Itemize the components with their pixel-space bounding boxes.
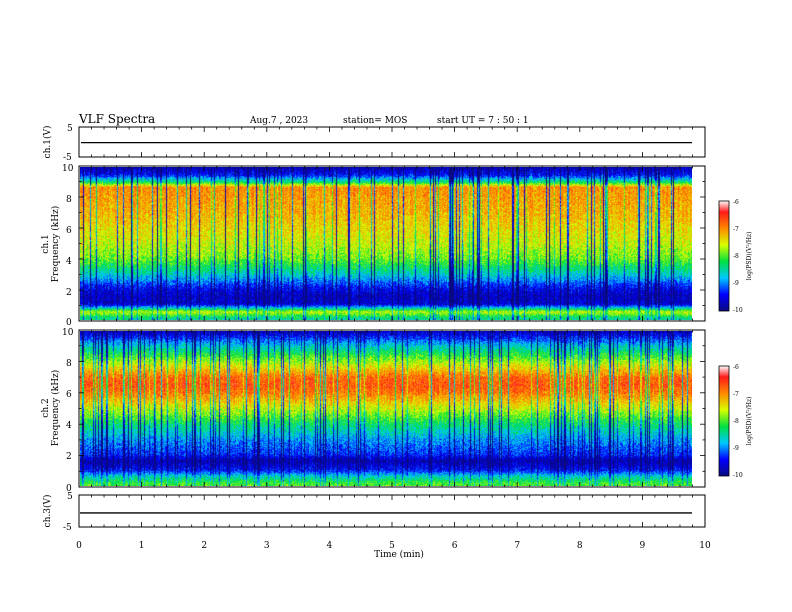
header-date: Aug.7 , 2023: [249, 116, 308, 126]
ch1-freq-tick-4: 4: [66, 257, 72, 267]
ch1-ylabel: ch.1(V): [42, 126, 53, 159]
ch2-spectrogram-panel: 0 2 4 6 8 10 ch.2 Frequency (kHz) -6 -7 …: [41, 328, 753, 494]
ch1-spectrogram-ylabel-2: Frequency (kHz): [50, 206, 61, 283]
ch2-spectrogram-ylabel-2: Frequency (kHz): [50, 370, 61, 447]
ch1-cb-tick-m9: -9: [733, 280, 739, 287]
ch2-colorbar-label: log(PSD)(V²/Hz): [746, 397, 753, 446]
ch2-cb-tick-m7: -7: [733, 391, 739, 398]
ch3-ytick-top: 5: [67, 492, 73, 502]
x-tick-label-6: 6: [452, 541, 458, 551]
ch2-freq-tick-2: 2: [66, 452, 72, 462]
ch1-freq-tick-10: 10: [62, 164, 74, 174]
ch2-spectrogram-heatmap: [80, 331, 692, 486]
ch1-cb-tick-m6: -6: [733, 199, 739, 206]
axis-tick-marks: [78, 127, 706, 527]
ch1-cb-tick-m7: -7: [733, 226, 739, 233]
ch1-cb-tick-m10: -10: [733, 307, 743, 314]
ch2-freq-tick-8: 8: [66, 359, 72, 369]
x-tick-label-7: 7: [514, 541, 520, 551]
ch1-freq-tick-6: 6: [66, 226, 72, 236]
x-axis-label: Time (min): [374, 549, 424, 560]
ch1-freq-tick-2: 2: [66, 288, 72, 298]
ch1-colorbar: [718, 200, 730, 312]
x-tick-label-1: 1: [139, 541, 145, 551]
ch2-cb-tick-m10: -10: [733, 472, 743, 479]
x-tick-label-9: 9: [640, 541, 646, 551]
ch2-freq-tick-10: 10: [62, 328, 74, 338]
ch2-freq-tick-6: 6: [66, 390, 72, 400]
header-station: station= MOS: [343, 116, 407, 126]
x-tick-label-0: 0: [76, 541, 82, 551]
figure-title: VLF Spectra: [78, 112, 155, 126]
ch1-spectrogram-ylabel-1: ch.1: [41, 234, 51, 253]
ch2-freq-tick-0: 0: [66, 484, 72, 494]
header-start-time: start UT = 7 : 50 : 1: [437, 116, 529, 126]
x-tick-label-3: 3: [264, 541, 270, 551]
ch1-cb-tick-m8: -8: [733, 253, 739, 260]
ch2-freq-ticks: 0 2 4 6 8 10: [62, 328, 74, 494]
x-tick-label-2: 2: [201, 541, 207, 551]
ch3-waveform-panel: 5 -5 ch.3(V): [42, 492, 706, 533]
x-tick-label-10: 10: [699, 541, 711, 551]
x-axis-tick-labels: 0 1 2 3 4 5 6 7 8 9 10: [76, 541, 711, 551]
x-tick-label-5: 5: [389, 541, 395, 551]
ch2-cb-tick-m9: -9: [733, 445, 739, 452]
ch1-freq-tick-0: 0: [66, 318, 72, 328]
x-tick-label-4: 4: [327, 541, 333, 551]
x-tick-label-8: 8: [577, 541, 583, 551]
ch1-freq-tick-8: 8: [66, 195, 72, 205]
ch1-colorbar-label: log(PSD)(V²/Hz): [746, 232, 753, 281]
ch2-spectrogram-ylabel-1: ch.2: [41, 398, 51, 417]
ch1-spectrogram-panel: 0 2 4 6 8 10 ch.1 Frequency (kHz) -6 -7 …: [41, 164, 753, 328]
ch2-cb-tick-m6: -6: [733, 364, 739, 371]
ch2-colorbar: [718, 365, 730, 477]
ch1-ytick-top: 5: [67, 124, 73, 134]
ch1-ytick-bottom: -5: [63, 153, 72, 163]
ch3-ylabel: ch.3(V): [42, 495, 53, 528]
ch2-freq-tick-4: 4: [66, 421, 72, 431]
ch1-spectrogram-heatmap: [80, 167, 692, 320]
ch3-ytick-bottom: -5: [63, 523, 72, 533]
ch2-cb-tick-m8: -8: [733, 418, 739, 425]
ch1-freq-ticks: 0 2 4 6 8 10: [62, 164, 74, 328]
